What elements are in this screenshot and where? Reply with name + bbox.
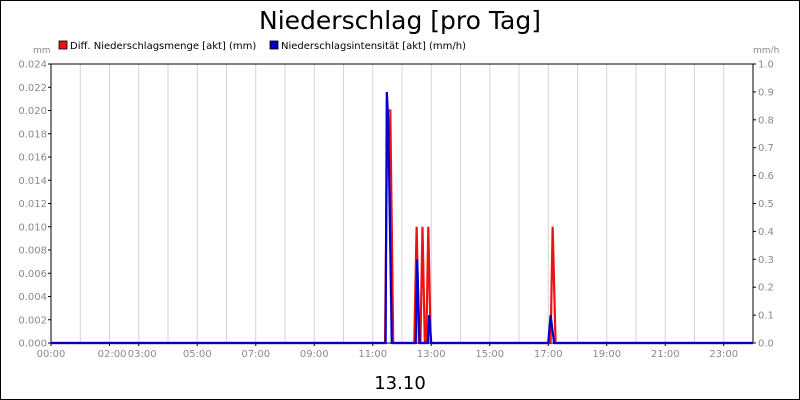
y-right-tick-label: 1.0 — [758, 60, 774, 71]
y-left-tick-label: 0.006 — [18, 269, 47, 280]
x-tick-label: 03:00 — [128, 349, 157, 360]
y-left-tick-label: 0.014 — [18, 176, 47, 187]
legend-swatch — [269, 40, 279, 50]
chart-title: Niederschlag [pro Tag] — [259, 6, 541, 35]
grid — [50, 64, 754, 343]
series-group — [51, 91, 753, 345]
x-tick-label: 13:00 — [417, 349, 446, 360]
y-left-tick-label: 0.002 — [18, 315, 47, 326]
y-left-tick-label: 0.018 — [18, 129, 47, 140]
legend-swatch — [58, 40, 68, 50]
y-left-tick-label: 0.016 — [18, 153, 47, 164]
y-left-ticks: 0.000 0.002 0.004 0.006 0.008 0.010 0.012 0.014… — [18, 60, 51, 350]
y-left-tick-label: 0.024 — [18, 60, 47, 71]
legend-label: Niederschlagsintensität [akt] (mm/h) — [281, 41, 466, 52]
legend: Diff. Niederschlagsmenge [akt] (mm) Niede… — [58, 40, 466, 52]
x-tick-label: 07:00 — [241, 349, 270, 360]
y-right-unit: mm/h — [753, 46, 779, 56]
y-left-tick-label: 0.010 — [18, 222, 47, 233]
y-right-ticks: 0.0 0.1 0.2 0.3 0.4 0.5 0.6 0.7 0.8 0.9 1.0 — [753, 60, 774, 350]
y-left-unit: mm — [33, 46, 51, 56]
y-left-tick-label: 0.008 — [18, 246, 47, 257]
y-right-tick-label: 0.4 — [758, 227, 774, 238]
y-left-tick-label: 0.000 — [18, 339, 47, 350]
x-tick-label: 19:00 — [592, 349, 621, 360]
y-left-tick-label: 0.022 — [18, 83, 47, 94]
y-right-tick-label: 0.1 — [758, 311, 774, 322]
x-tick-label: 05:00 — [183, 349, 212, 360]
x-tick-label: 15:00 — [475, 349, 504, 360]
y-left-tick-label: 0.012 — [18, 199, 47, 210]
y-left-tick-label: 0.004 — [18, 292, 47, 303]
y-right-tick-label: 0.9 — [758, 87, 774, 98]
y-right-tick-label: 0.8 — [758, 115, 774, 126]
y-right-tick-label: 0.7 — [758, 143, 774, 154]
chart-subtitle: 13.10 — [374, 373, 426, 394]
y-right-tick-label: 0.6 — [758, 171, 774, 182]
legend-label: Diff. Niederschlagsmenge [akt] (mm) — [70, 41, 256, 52]
y-left-tick-label: 0.020 — [18, 106, 47, 117]
x-tick-label: 00:00 — [37, 349, 66, 360]
x-tick-label: 02:00 — [98, 349, 127, 360]
x-tick-label: 09:00 — [300, 349, 329, 360]
x-tick-label: 17:00 — [534, 349, 563, 360]
x-tick-label: 21:00 — [651, 349, 680, 360]
x-tick-label: 23:00 — [709, 349, 738, 360]
x-ticks: 00:00 02:00 03:00 05:00 07:00 09:00 11:00 13:00… — [37, 343, 738, 360]
y-right-tick-label: 0.0 — [758, 339, 774, 350]
series-line-2 — [51, 91, 753, 345]
y-right-tick-label: 0.5 — [758, 199, 774, 210]
y-right-tick-label: 0.3 — [758, 255, 774, 266]
y-right-tick-label: 0.2 — [758, 283, 774, 294]
x-tick-label: 11:00 — [358, 349, 387, 360]
